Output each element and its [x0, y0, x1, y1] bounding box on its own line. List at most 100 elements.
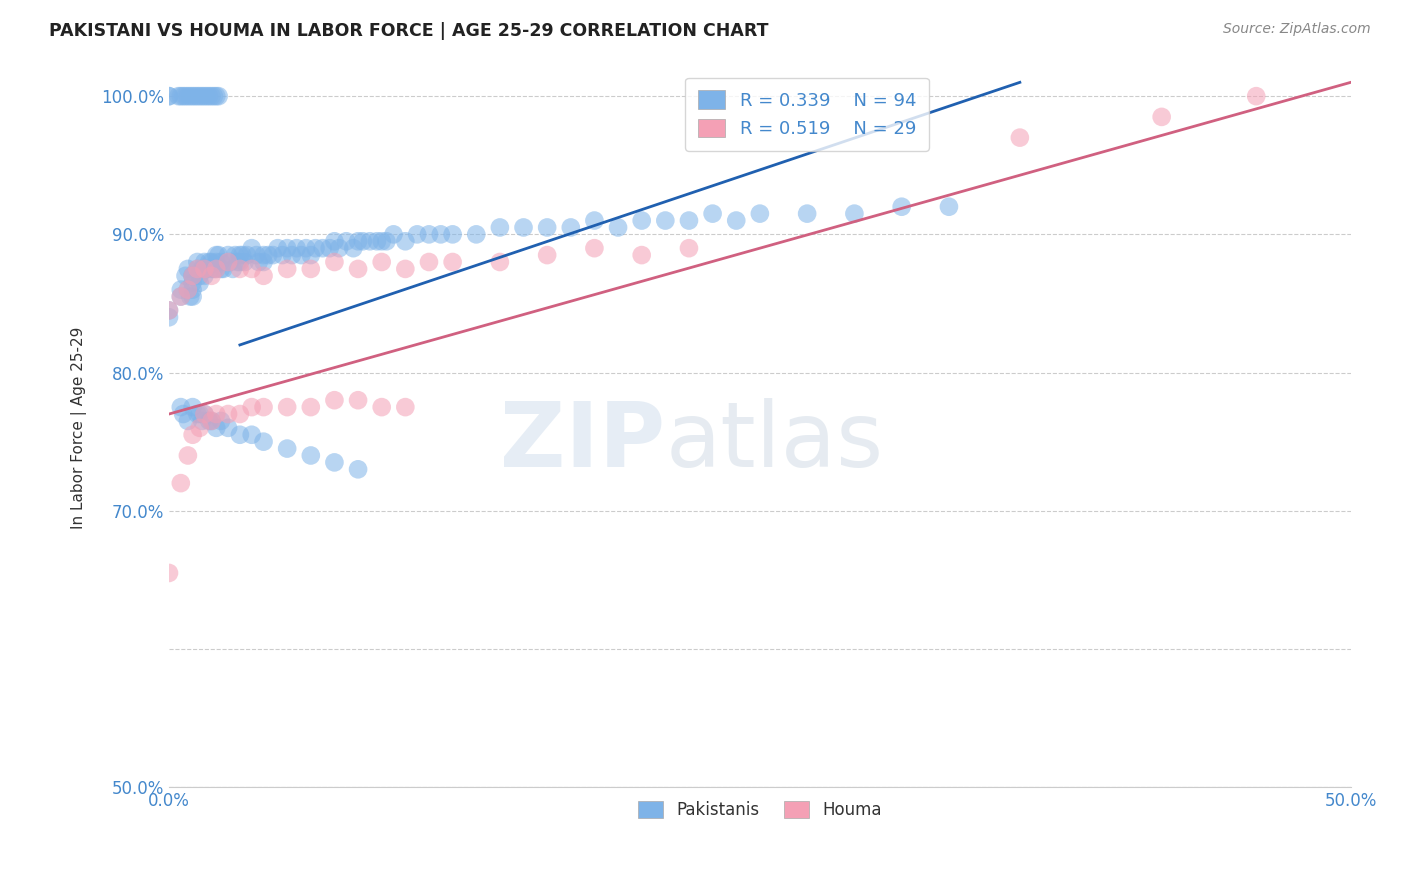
Text: Source: ZipAtlas.com: Source: ZipAtlas.com: [1223, 22, 1371, 37]
Point: [290, 248, 312, 262]
Point: [170, 289, 193, 303]
Point: [177, 449, 200, 463]
Point: [177, 89, 200, 103]
Point: [205, 248, 228, 262]
Point: [441, 255, 464, 269]
Point: [844, 206, 866, 220]
Point: [276, 442, 298, 456]
Point: [342, 241, 364, 255]
Point: [195, 261, 218, 276]
Point: [252, 268, 274, 283]
Point: [229, 407, 252, 421]
Point: [240, 241, 263, 255]
Point: [188, 407, 211, 421]
Point: [465, 227, 488, 242]
Point: [418, 255, 440, 269]
Point: [370, 400, 392, 414]
Text: atlas: atlas: [665, 398, 883, 486]
Point: [630, 248, 652, 262]
Point: [181, 283, 204, 297]
Point: [200, 89, 222, 103]
Point: [157, 310, 180, 325]
Point: [193, 89, 215, 103]
Point: [157, 566, 180, 580]
Point: [200, 268, 222, 283]
Point: [217, 248, 239, 262]
Point: [193, 407, 215, 421]
Point: [186, 407, 208, 421]
Point: [200, 414, 222, 428]
Point: [157, 89, 180, 103]
Point: [359, 234, 381, 248]
Point: [299, 400, 322, 414]
Point: [193, 261, 215, 276]
Point: [347, 261, 370, 276]
Point: [191, 414, 214, 428]
Point: [209, 261, 232, 276]
Point: [209, 255, 232, 269]
Point: [181, 89, 204, 103]
Point: [188, 268, 211, 283]
Point: [170, 476, 193, 491]
Point: [186, 89, 208, 103]
Point: [536, 220, 558, 235]
Point: [366, 234, 388, 248]
Point: [179, 289, 201, 303]
Point: [299, 449, 322, 463]
Point: [222, 261, 245, 276]
Point: [181, 289, 204, 303]
Point: [179, 89, 201, 103]
Point: [252, 248, 274, 262]
Point: [205, 261, 228, 276]
Point: [207, 248, 229, 262]
Point: [231, 248, 253, 262]
Point: [394, 400, 416, 414]
Point: [229, 427, 252, 442]
Point: [430, 227, 453, 242]
Point: [583, 213, 606, 227]
Point: [205, 261, 228, 276]
Point: [226, 255, 249, 269]
Text: ZIP: ZIP: [501, 398, 665, 486]
Point: [512, 220, 534, 235]
Point: [157, 89, 180, 103]
Point: [172, 89, 194, 103]
Point: [347, 462, 370, 476]
Point: [181, 427, 204, 442]
Point: [285, 241, 308, 255]
Point: [418, 227, 440, 242]
Point: [181, 268, 204, 283]
Point: [229, 255, 252, 269]
Point: [174, 89, 197, 103]
Point: [209, 414, 232, 428]
Point: [205, 407, 228, 421]
Legend: Pakistanis, Houma: Pakistanis, Houma: [631, 794, 889, 826]
Point: [177, 261, 200, 276]
Point: [375, 234, 398, 248]
Point: [207, 89, 229, 103]
Point: [205, 255, 228, 269]
Point: [335, 234, 357, 248]
Point: [217, 421, 239, 435]
Point: [198, 89, 221, 103]
Point: [370, 234, 392, 248]
Point: [217, 407, 239, 421]
Point: [240, 427, 263, 442]
Point: [323, 455, 346, 469]
Point: [200, 255, 222, 269]
Point: [198, 414, 221, 428]
Point: [890, 200, 912, 214]
Point: [188, 421, 211, 435]
Point: [193, 407, 215, 421]
Point: [252, 255, 274, 269]
Point: [245, 248, 267, 262]
Point: [205, 89, 228, 103]
Point: [252, 400, 274, 414]
Point: [323, 234, 346, 248]
Point: [202, 89, 225, 103]
Point: [654, 213, 676, 227]
Point: [276, 241, 298, 255]
Point: [725, 213, 748, 227]
Point: [170, 89, 193, 103]
Point: [489, 255, 512, 269]
